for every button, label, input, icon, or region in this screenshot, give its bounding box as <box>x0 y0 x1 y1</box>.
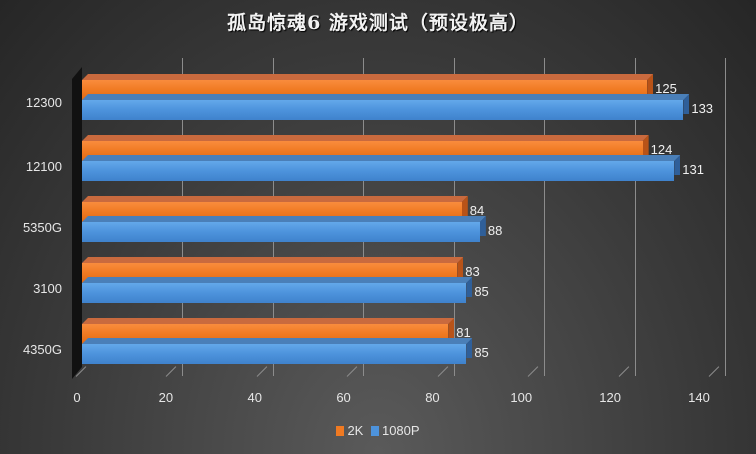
y-category-label: 5350G <box>22 220 62 235</box>
y-category-label: 12300 <box>25 95 62 110</box>
data-label: 85 <box>474 284 489 299</box>
bar-1080p <box>82 277 473 303</box>
gridline-floor <box>346 366 358 377</box>
gridline <box>725 58 726 376</box>
gridline-floor <box>708 366 720 377</box>
data-label: 84 <box>469 203 485 218</box>
gridline-floor <box>256 366 268 377</box>
gridline-floor <box>618 366 629 377</box>
bar-1080p <box>82 338 473 364</box>
x-tick-label: 120 <box>599 390 621 405</box>
axis-wall <box>72 67 82 379</box>
y-category-label: 12100 <box>25 159 62 174</box>
data-label: 81 <box>456 325 471 340</box>
chart-legend: 2K 1080P <box>0 423 756 438</box>
y-category-label: 4350G <box>22 342 62 357</box>
bar-1080p <box>82 94 690 120</box>
x-tick-label: 100 <box>510 390 533 405</box>
bar-1080p <box>82 155 681 181</box>
gridline-floor <box>437 366 448 377</box>
data-label: 85 <box>474 345 489 360</box>
gridline-floor <box>166 366 177 377</box>
gridline <box>544 58 546 376</box>
data-label: 133 <box>691 101 714 116</box>
legend-swatch-icon <box>370 426 379 436</box>
data-label: 124 <box>650 142 673 157</box>
x-tick-label: 0 <box>73 390 81 405</box>
bar-1080p <box>82 216 486 242</box>
gridline-floor <box>527 366 539 377</box>
x-tick-label: 40 <box>247 390 262 405</box>
x-tick-label: 140 <box>688 390 710 405</box>
data-label: 125 <box>655 81 677 96</box>
data-label: 131 <box>682 162 704 177</box>
gridline <box>634 58 636 376</box>
chart-title: 孤岛惊魂6 游戏测试（预设极高） <box>227 12 529 34</box>
x-tick-label: 60 <box>336 390 351 405</box>
legend-item-2k: 2K <box>336 423 363 438</box>
legend-swatch-icon <box>336 426 345 436</box>
x-tick-label: 80 <box>425 390 440 405</box>
x-tick-label: 20 <box>158 390 174 405</box>
data-label: 88 <box>487 223 503 238</box>
y-category-label: 3100 <box>33 281 62 296</box>
legend-item-1080p: 1080P <box>370 423 420 438</box>
data-label: 83 <box>465 264 480 279</box>
